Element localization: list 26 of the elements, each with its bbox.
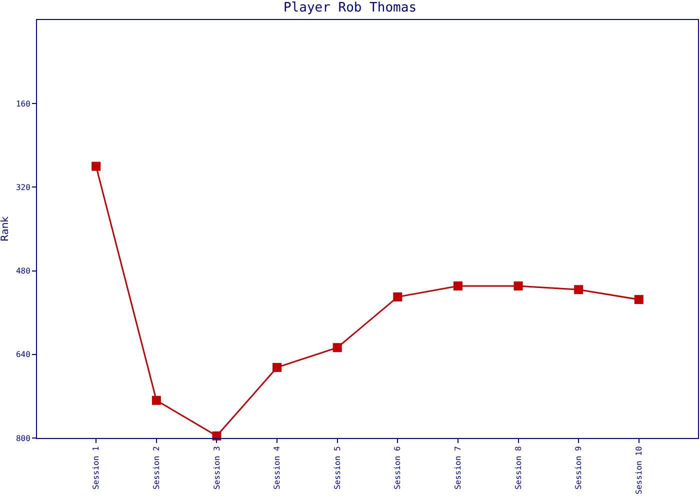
- x-tick-label: Session 3: [212, 446, 222, 490]
- x-tick-label: Session 4: [272, 446, 282, 490]
- y-tick-label: 320: [16, 183, 31, 192]
- y-tick-label: 160: [16, 99, 31, 108]
- x-tick-label: Session 6: [393, 446, 402, 490]
- x-tick-label: Session 10: [634, 446, 644, 494]
- point: [453, 281, 462, 290]
- y-tick-label: 480: [16, 266, 31, 276]
- x-tick-label: Session 7: [454, 446, 463, 490]
- x-tick-label: Session 8: [514, 446, 523, 490]
- x-tick-label: Session 1: [92, 446, 101, 490]
- x-tick-label: Session 9: [574, 446, 584, 490]
- point: [514, 281, 523, 290]
- x-tick-label: Session 5: [332, 446, 342, 490]
- point: [272, 362, 282, 372]
- chart-title: Player Rob Thomas: [283, 0, 417, 16]
- point: [574, 285, 584, 294]
- point: [393, 292, 402, 302]
- point: [152, 396, 161, 405]
- point: [92, 162, 101, 171]
- y-tick-label: 640: [16, 350, 31, 360]
- point: [634, 295, 644, 304]
- y-axis-title: Rank: [0, 216, 11, 242]
- x-tick-label: Session 2: [152, 446, 162, 490]
- y-tick-label: 800: [16, 434, 31, 443]
- point: [332, 343, 342, 352]
